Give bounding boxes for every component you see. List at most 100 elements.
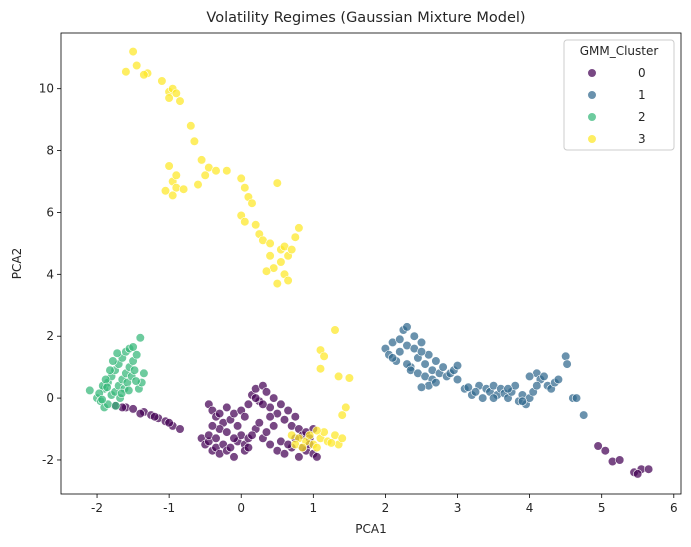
data-point — [233, 421, 243, 431]
data-point — [600, 446, 610, 456]
data-point — [395, 334, 405, 344]
x-tick-label: 6 — [670, 501, 678, 515]
data-point — [261, 387, 272, 397]
data-point — [402, 322, 412, 332]
data-point — [222, 427, 232, 437]
data-point — [211, 166, 221, 176]
data-point — [179, 184, 189, 194]
legend-label: 1 — [638, 88, 646, 102]
data-point — [175, 96, 185, 106]
data-point — [175, 424, 185, 434]
data-point — [247, 198, 257, 208]
y-tick-label: 4 — [46, 267, 54, 281]
data-point — [416, 347, 427, 357]
legend: GMM_Cluster 0 1 2 3 — [563, 39, 675, 151]
x-axis: -2 -1 0 1 2 3 4 5 6 — [91, 494, 678, 515]
data-point — [489, 393, 499, 403]
data-point — [287, 245, 297, 255]
data-point — [211, 433, 221, 443]
data-point — [315, 364, 326, 374]
data-point — [261, 427, 272, 437]
data-point — [258, 399, 268, 409]
data-point — [222, 402, 232, 413]
data-point — [265, 439, 275, 450]
data-point — [337, 433, 347, 443]
y-tick-label: 0 — [46, 391, 54, 405]
x-tick-label: 0 — [237, 501, 245, 515]
data-point — [247, 430, 257, 440]
data-point — [160, 186, 171, 196]
data-point — [388, 353, 398, 363]
data-point — [312, 443, 322, 453]
data-point — [128, 46, 138, 57]
data-point — [395, 347, 405, 357]
data-point — [279, 449, 290, 459]
data-point — [269, 393, 279, 403]
legend-marker — [587, 134, 597, 144]
data-point — [579, 410, 589, 420]
data-point — [478, 393, 488, 403]
data-point — [297, 443, 308, 453]
data-point — [197, 155, 207, 165]
legend-label: 3 — [638, 132, 646, 146]
series-2 — [85, 333, 149, 413]
data-point — [236, 173, 246, 183]
data-point — [633, 469, 643, 479]
data-point — [261, 266, 272, 276]
data-point — [517, 396, 528, 406]
y-tick-label: 2 — [46, 329, 54, 343]
data-point — [562, 359, 572, 369]
y-axis: -2 0 2 4 6 8 10 — [39, 82, 61, 467]
data-point — [135, 409, 145, 419]
x-tick-label: 3 — [454, 501, 462, 515]
data-point — [240, 412, 250, 422]
plot-frame — [60, 32, 682, 495]
legend-label: 0 — [638, 66, 646, 80]
data-point — [452, 361, 463, 371]
x-tick-label: 4 — [526, 501, 534, 515]
data-point — [643, 464, 654, 474]
data-point — [319, 351, 329, 361]
data-point — [132, 60, 142, 71]
data-point — [128, 404, 138, 414]
data-point — [108, 356, 118, 366]
data-point — [341, 402, 351, 413]
data-point — [129, 365, 140, 375]
data-point — [272, 178, 282, 188]
data-point — [276, 399, 286, 409]
data-point — [312, 426, 322, 436]
legend-marker — [587, 112, 597, 122]
data-point — [171, 170, 181, 180]
data-point — [105, 365, 115, 375]
data-point — [269, 421, 279, 431]
data-point — [294, 223, 304, 233]
data-point — [290, 232, 300, 242]
data-point — [416, 337, 427, 348]
data-point — [539, 371, 549, 382]
data-point — [164, 161, 174, 171]
data-point — [463, 382, 473, 392]
data-point — [139, 368, 149, 378]
x-tick-label: -2 — [91, 501, 103, 515]
series-3 — [121, 46, 355, 453]
data-point — [128, 342, 138, 352]
data-point — [305, 430, 315, 440]
data-point — [200, 170, 210, 180]
data-point — [571, 393, 582, 403]
data-point — [265, 238, 275, 248]
data-point — [334, 371, 344, 382]
data-point — [438, 362, 448, 372]
data-point — [124, 385, 134, 396]
x-axis-label: PCA1 — [355, 522, 386, 536]
x-tick-label: -1 — [163, 501, 175, 515]
data-point — [101, 374, 111, 385]
legend-title: GMM_Cluster — [580, 44, 659, 58]
chart-title: Volatility Regimes (Gaussian Mixture Mod… — [206, 10, 525, 26]
y-axis-label: PCA2 — [10, 248, 24, 279]
data-point — [279, 415, 290, 425]
data-point — [294, 452, 304, 462]
data-point — [254, 418, 264, 428]
data-point — [470, 387, 481, 397]
plot-area — [85, 46, 654, 479]
data-point — [532, 381, 542, 391]
